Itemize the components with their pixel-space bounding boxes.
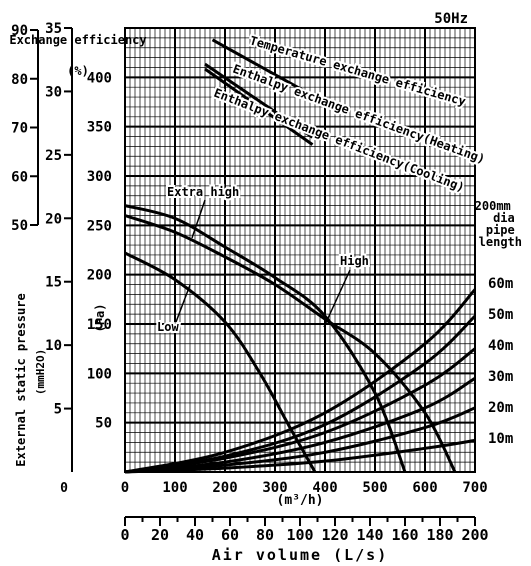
efficiency-axis-label: Exchange efficiency xyxy=(9,33,146,47)
secondary-x-tick-label: 200 xyxy=(461,526,488,544)
static-pressure-axis-label: External static pressure xyxy=(14,293,28,466)
x-axis-unit: (m³/h) xyxy=(277,493,324,508)
pipe-group-label-line-3: pipe xyxy=(486,223,515,237)
pipe-group-label: 200mm dia pipe length xyxy=(475,199,522,249)
x-tick-label: 300 xyxy=(262,480,287,496)
secondary-x-tick-label: 120 xyxy=(321,526,348,544)
mmh2o-tick-label: 10 xyxy=(45,338,62,354)
x-tick-label: 200 xyxy=(212,480,237,496)
pa-tick-label: 50 xyxy=(95,416,112,432)
fan-curve xyxy=(124,251,317,473)
efficiency-curve xyxy=(204,67,314,146)
bottom-zero-label: 0 xyxy=(60,481,68,496)
pipe-length-label: 10m xyxy=(488,431,513,447)
pipe-length-label: 60m xyxy=(488,276,513,292)
x-tick-label: 600 xyxy=(412,480,437,496)
secondary-x-tick-label: 180 xyxy=(426,526,453,544)
efficiency-tick-label: 50 xyxy=(11,218,28,234)
pa-tick-label: 100 xyxy=(87,366,112,382)
secondary-x-tick-label: 160 xyxy=(391,526,418,544)
pipe-group-label-line-1: 200mm xyxy=(475,199,511,213)
x-tick-label: 100 xyxy=(162,480,187,496)
x-tick-label: 400 xyxy=(312,480,337,496)
pa-tick-label: 250 xyxy=(87,218,112,234)
pa-tick-label: 200 xyxy=(87,268,112,284)
fan-curve xyxy=(124,204,407,473)
efficiency-axis-unit: (%) xyxy=(67,64,89,78)
extra-high-leader xyxy=(191,199,206,239)
mmh2o-tick-label: 20 xyxy=(45,211,62,227)
secondary-x-tick-label: 20 xyxy=(151,526,169,544)
pipe-length-label: 20m xyxy=(488,400,513,416)
pipe-resistance-curve xyxy=(124,406,476,474)
mmh2o-tick-label: 35 xyxy=(45,21,62,37)
high-label: High xyxy=(340,254,369,268)
pipe-length-label: 30m xyxy=(488,369,513,385)
secondary-x-tick-label: 140 xyxy=(356,526,383,544)
x-tick-label: 700 xyxy=(462,480,487,496)
pipe-resistance-curve xyxy=(124,347,476,474)
pipe-group-label-line-4: length xyxy=(479,235,522,249)
axis-ticks: 5010015020025030035040051015202530355060… xyxy=(11,21,488,544)
secondary-x-tick-label: 40 xyxy=(186,526,204,544)
high-leader xyxy=(323,269,351,328)
x-tick-label: 0 xyxy=(121,480,129,496)
pa-tick-label: 150 xyxy=(87,317,112,333)
secondary-x-tick-label: 60 xyxy=(221,526,239,544)
secondary-x-tick-label: 80 xyxy=(256,526,274,544)
fan-curve xyxy=(124,214,457,473)
extra-high-label: Extra high xyxy=(167,185,239,199)
efficiency-tick-label: 90 xyxy=(11,23,28,39)
efficiency-tick-label: 80 xyxy=(11,72,28,88)
pipe-length-label: 40m xyxy=(488,338,513,354)
mmh2o-tick-label: 15 xyxy=(45,275,62,291)
pa-tick-label: 350 xyxy=(87,120,112,136)
mmh2o-tick-label: 5 xyxy=(54,402,62,418)
pa-tick-label: 300 xyxy=(87,169,112,185)
efficiency-tick-label: 60 xyxy=(11,169,28,185)
pipe-resistance-curve xyxy=(124,288,477,474)
plot-frame xyxy=(124,27,476,473)
mmh2o-axis-unit: (mmH2O) xyxy=(34,349,47,395)
secondary-x-tick-label: 0 xyxy=(120,526,129,544)
x-tick-label: 500 xyxy=(362,480,387,496)
pa-tick-label: 400 xyxy=(87,70,112,86)
low-label: Low xyxy=(157,320,179,334)
pipe-resistance-curve xyxy=(124,438,476,474)
efficiency-curve xyxy=(211,38,319,100)
chart-title: 50Hz xyxy=(434,11,468,27)
mmh2o-tick-label: 25 xyxy=(45,148,62,164)
efficiency-tick-label: 70 xyxy=(11,121,28,137)
secondary-x-tick-label: 100 xyxy=(286,526,313,544)
low-leader xyxy=(175,284,191,323)
pa-axis-unit: (Pa) xyxy=(93,304,107,333)
mmh2o-tick-label: 30 xyxy=(45,84,62,100)
pipe-length-label: 50m xyxy=(488,307,513,323)
secondary-x-axis-label: Air volume (L/s) xyxy=(212,546,389,564)
efficiency-curve xyxy=(204,62,314,139)
chart-curves xyxy=(124,38,477,474)
pipe-group-label-line-2: dia xyxy=(493,211,515,225)
